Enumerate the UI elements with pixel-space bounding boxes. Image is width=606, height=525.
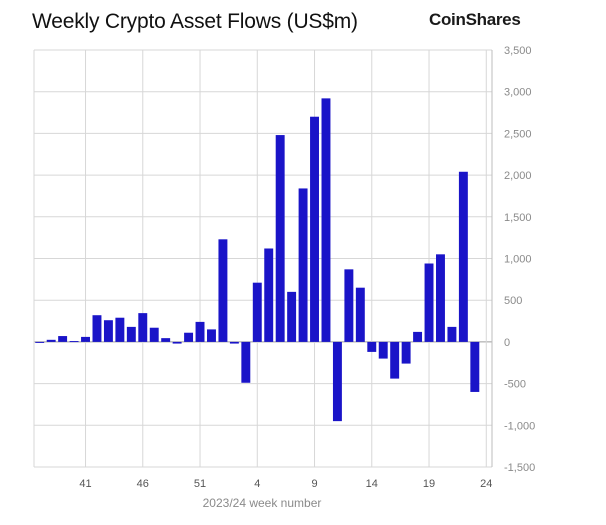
bar bbox=[103, 320, 113, 342]
bar-layer bbox=[35, 98, 480, 422]
bar bbox=[390, 341, 400, 379]
grid-layer bbox=[33, 49, 493, 468]
bar bbox=[310, 116, 319, 342]
bar bbox=[332, 341, 342, 422]
y-tick-label: 1,000 bbox=[504, 254, 532, 266]
bar bbox=[46, 339, 56, 342]
bar bbox=[92, 315, 102, 342]
bar bbox=[149, 327, 159, 342]
bar bbox=[413, 331, 423, 342]
bar bbox=[115, 317, 125, 342]
x-tick-label: 51 bbox=[194, 478, 206, 490]
y-tick-label: 3,000 bbox=[504, 87, 532, 99]
bar bbox=[470, 341, 480, 392]
x-tick-label: 19 bbox=[423, 478, 435, 490]
bar bbox=[287, 291, 297, 342]
bar bbox=[69, 341, 79, 343]
y-tick-label: -500 bbox=[504, 379, 526, 391]
bar bbox=[195, 321, 205, 342]
bar bbox=[218, 239, 228, 342]
bar bbox=[81, 336, 90, 342]
y-tick-label: 2,000 bbox=[504, 170, 532, 182]
bar bbox=[298, 188, 308, 342]
bar bbox=[264, 248, 274, 342]
bar bbox=[447, 326, 457, 342]
bar bbox=[126, 326, 136, 342]
x-tick-label: 24 bbox=[480, 478, 492, 490]
x-tick-label: 9 bbox=[311, 478, 317, 490]
y-tick-label: 3,500 bbox=[504, 45, 532, 57]
y-tick-label: 500 bbox=[504, 295, 522, 307]
x-tick-label: 14 bbox=[366, 478, 378, 490]
y-axis-labels: 3,500 3,000 2,500 2,000 1,500 1,000 500 0 -500 -1… bbox=[504, 45, 535, 474]
bar bbox=[401, 341, 411, 364]
bar bbox=[58, 336, 68, 342]
y-tick-label: -1,000 bbox=[504, 420, 535, 432]
bar bbox=[424, 263, 434, 342]
bar bbox=[184, 332, 194, 342]
bar bbox=[35, 341, 45, 343]
bar bbox=[378, 341, 388, 359]
bar bbox=[229, 341, 239, 344]
y-tick-label: 0 bbox=[504, 337, 510, 349]
bar bbox=[207, 329, 216, 342]
y-tick-label: 1,500 bbox=[504, 212, 532, 224]
bar bbox=[436, 254, 445, 342]
bar bbox=[344, 269, 354, 342]
y-tick-label: 2,500 bbox=[504, 128, 532, 140]
x-axis-title: 2023/24 week number bbox=[203, 496, 322, 510]
bar bbox=[355, 287, 365, 342]
x-axis-labels: 41 46 51 4 9 14 19 24 bbox=[79, 478, 492, 490]
bar bbox=[161, 338, 171, 342]
bar bbox=[367, 341, 377, 352]
bar bbox=[458, 171, 468, 342]
x-tick-label: 46 bbox=[137, 478, 149, 490]
x-tick-label: 4 bbox=[254, 478, 260, 490]
bar bbox=[241, 341, 251, 383]
chart-title: Weekly Crypto Asset Flows (US$m) bbox=[32, 10, 358, 33]
y-tick-label: -1,500 bbox=[504, 462, 535, 474]
x-tick-label: 41 bbox=[79, 478, 91, 490]
bar bbox=[252, 282, 262, 342]
bar bbox=[172, 341, 182, 344]
bar bbox=[275, 135, 285, 342]
bar bbox=[321, 98, 331, 342]
bar bbox=[138, 313, 148, 342]
coinshares-logo: CoinShares bbox=[429, 10, 521, 29]
